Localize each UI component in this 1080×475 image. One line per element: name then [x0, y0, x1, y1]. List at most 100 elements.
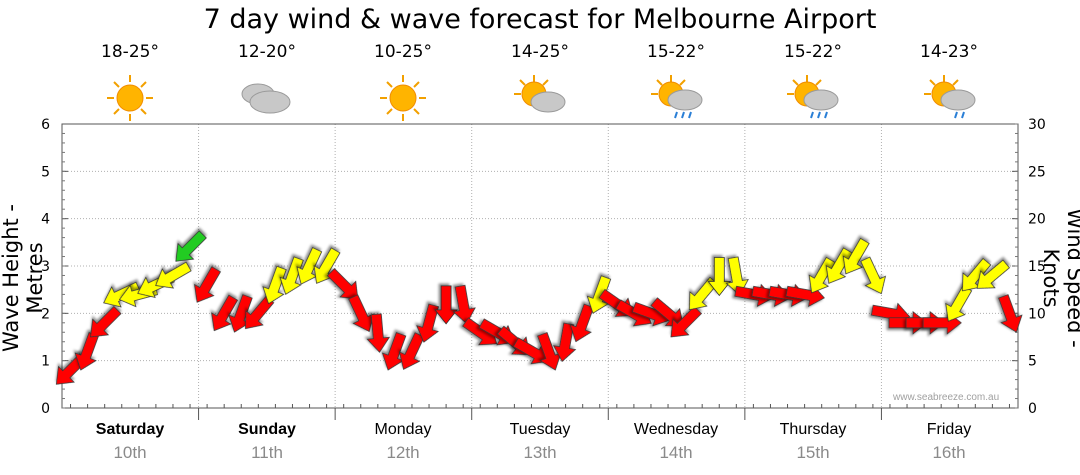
wind-arrow: [434, 285, 458, 325]
y2-tick-label: 5: [1028, 354, 1037, 370]
showers-icon: [651, 75, 703, 119]
wind-arrow-shape: [211, 294, 239, 332]
wind-arrow-shape: [569, 303, 595, 343]
y-tick-label: 1: [41, 354, 50, 370]
wind-arrow: [452, 284, 476, 325]
chart-axes: 0 1 2 3 4 5 6 0 5 10 15 20 25 30: [41, 117, 1046, 420]
day-date-tuesday: 13th: [523, 443, 557, 462]
y2-tick-label: 30: [1028, 117, 1046, 133]
wind-arrow-shape: [842, 237, 870, 275]
wind-arrow: [707, 257, 732, 297]
wind-arrow: [998, 294, 1023, 333]
wind-arrow: [569, 303, 595, 343]
wind-arrow: [552, 322, 577, 363]
y-tick-label: 0: [41, 401, 50, 417]
watermark: www.seabreeze.com.au: [893, 392, 1000, 403]
wind-arrow: [808, 256, 836, 294]
wind-arrow: [416, 303, 439, 343]
wind-arrow-shape: [976, 259, 1010, 289]
wind-arrow: [155, 261, 192, 289]
wind-arrow: [842, 237, 870, 275]
wind-arrow-shape: [398, 332, 425, 370]
wind-arrow: [725, 256, 749, 296]
day-temp-thursday: 15-22°: [784, 42, 842, 62]
y2-tick-label: 0: [1028, 401, 1037, 417]
wind-arrow: [326, 268, 359, 300]
day-temp-friday: 14-23°: [920, 42, 978, 62]
wind-arrow-shape: [90, 305, 122, 338]
wind-arrow: [90, 305, 122, 338]
wind-arrow-shape: [688, 276, 719, 311]
day-temp-sunday: 12-20°: [238, 42, 296, 62]
wind-arrow: [976, 259, 1010, 289]
wind-arrow: [175, 230, 207, 262]
y2-tick-label: 20: [1028, 212, 1046, 228]
chart-grid: [62, 124, 1018, 408]
cloudy-icon: [241, 83, 291, 114]
day-temp-saturday: 18-25°: [101, 42, 159, 62]
wind-arrow: [366, 313, 391, 353]
wind-arrow-shape: [707, 257, 732, 297]
wind-arrow-shape: [416, 303, 439, 343]
y-tick-label: 2: [41, 306, 50, 322]
wind-arrow-shape: [326, 268, 359, 300]
wind-arrow-shape: [194, 266, 221, 303]
wind-arrow: [262, 265, 287, 305]
wind-arrow: [211, 294, 239, 332]
y2-tick-label: 10: [1028, 306, 1046, 322]
wind-arrow-shape: [279, 256, 304, 295]
wind-arrow: [688, 276, 719, 311]
y-tick-label: 3: [41, 259, 50, 275]
showers-icon: [787, 75, 839, 119]
sun-icon: [380, 75, 426, 121]
day-date-monday: 12th: [386, 443, 420, 462]
wind-arrow-shape: [366, 313, 391, 353]
day-date-thursday: 15th: [796, 443, 830, 462]
wind-arrow-shape: [434, 285, 458, 325]
wind-arrow-shape: [825, 247, 853, 284]
showers-icon: [924, 75, 976, 119]
day-temp-tuesday: 14-25°: [511, 42, 569, 62]
wind-arrow: [860, 256, 886, 295]
day-name-sunday: Sunday: [238, 421, 296, 438]
wind-arrow: [670, 305, 702, 338]
wind-arrow-shape: [262, 265, 287, 305]
day-date-sunday: 11th: [251, 443, 283, 462]
wind-arrows: [55, 230, 1023, 385]
wind-arrow-shape: [725, 256, 749, 296]
day-name-saturday: Saturday: [95, 421, 165, 438]
day-name-monday: Monday: [374, 421, 432, 438]
wind-arrow: [398, 332, 425, 370]
wind-arrow: [194, 266, 221, 303]
wind-arrow-shape: [808, 256, 836, 294]
y-tick-label: 4: [41, 212, 50, 228]
day-name-wednesday: Wednesday: [633, 421, 719, 438]
day-temp-wednesday: 15-22°: [647, 42, 705, 62]
y-tick-label: 6: [41, 117, 50, 133]
wind-arrow: [650, 297, 684, 327]
wind-arrow-shape: [998, 294, 1023, 333]
wind-arrow-shape: [175, 230, 207, 262]
day-name-friday: Friday: [926, 421, 972, 438]
day-date-wednesday: 14th: [659, 443, 693, 462]
y2-tick-label: 25: [1028, 164, 1046, 180]
wind-arrow-shape: [860, 256, 886, 295]
day-date-friday: 16th: [932, 443, 966, 462]
wind-arrow: [825, 247, 853, 284]
wind-arrow-shape: [552, 322, 577, 363]
y-tick-label: 5: [41, 164, 50, 180]
partly-cloudy-icon: [514, 75, 566, 113]
wind-arrow: [279, 256, 304, 295]
day-date-saturday: 10th: [113, 443, 147, 462]
wind-arrow-shape: [650, 297, 684, 327]
sun-icon: [107, 75, 153, 121]
day-name-tuesday: Tuesday: [509, 421, 571, 438]
chart-title: 7 day wind & wave forecast for Melbourne…: [203, 4, 877, 35]
wind-arrow-shape: [155, 261, 192, 289]
day-temp-monday: 10-25°: [374, 42, 432, 62]
day-name-thursday: Thursday: [779, 421, 847, 438]
wind-arrow-shape: [452, 284, 476, 325]
wind-arrow-shape: [670, 305, 702, 338]
y2-tick-label: 15: [1028, 259, 1046, 275]
